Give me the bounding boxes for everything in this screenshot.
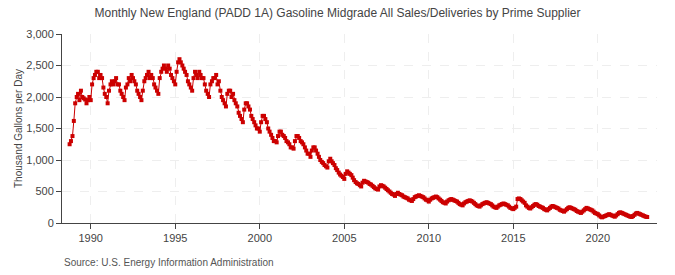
svg-text:1,500: 1,500 [26,122,54,134]
svg-text:2,000: 2,000 [26,91,54,103]
svg-text:1995: 1995 [163,232,187,244]
svg-text:1990: 1990 [78,232,102,244]
svg-text:2005: 2005 [332,232,356,244]
svg-text:2015: 2015 [501,232,525,244]
svg-text:2000: 2000 [248,232,272,244]
svg-text:1,000: 1,000 [26,154,54,166]
svg-text:500: 500 [35,185,53,197]
svg-text:Monthly New England (PADD 1A): Monthly New England (PADD 1A) Gasoline M… [95,6,581,20]
svg-text:2,500: 2,500 [26,59,54,71]
svg-text:3,000: 3,000 [26,28,54,40]
svg-text:2010: 2010 [417,232,441,244]
svg-text:2020: 2020 [586,232,610,244]
svg-text:0: 0 [48,217,54,229]
svg-text:Thousand Gallons per Day: Thousand Gallons per Day [13,69,24,188]
svg-text:Source: U.S. Energy Informatio: Source: U.S. Energy Information Administ… [64,257,274,268]
